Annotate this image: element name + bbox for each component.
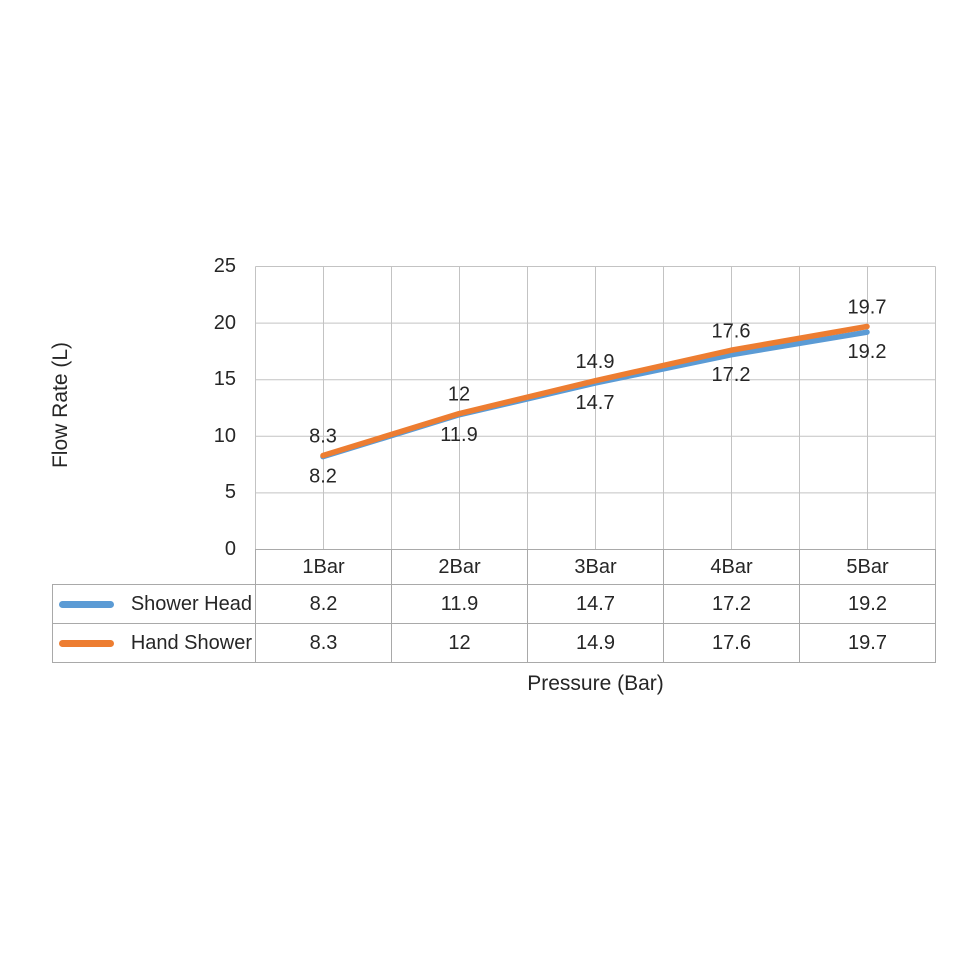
data-label-hand-shower: 14.9 [576, 351, 615, 373]
legend-label: Shower Head [130, 592, 252, 615]
series-line-hand-shower [320, 323, 870, 459]
table-corner-blank [53, 550, 256, 585]
data-label-shower-head: 8.2 [309, 466, 337, 488]
y-tick-label: 0 [224, 538, 236, 560]
data-table: 1Bar 2Bar 3Bar 4Bar 5Bar Shower Head 8.2 11.9 14… [52, 549, 936, 663]
legend-label: Hand Shower [130, 631, 252, 654]
category-cell: 1Bar [255, 549, 392, 585]
x-axis-title: Pressure (Bar) [527, 672, 664, 695]
data-label-hand-shower: 17.6 [712, 320, 751, 342]
y-axis-title: Flow Rate (L) [49, 341, 72, 469]
data-label-shower-head: 11.9 [440, 424, 477, 446]
category-cell: 4Bar [663, 549, 800, 585]
y-tick-label: 20 [213, 311, 236, 334]
y-tick-label: 25 [213, 255, 236, 277]
data-label-shower-head: 17.2 [712, 364, 751, 386]
value-cell: 14.9 [527, 623, 664, 663]
data-label-hand-shower: 12 [448, 384, 470, 406]
value-cell: 8.3 [255, 623, 392, 663]
value-cell: 17.6 [663, 623, 800, 663]
value-cell: 17.2 [663, 584, 800, 624]
data-label-shower-head: 14.7 [576, 392, 615, 414]
plot-area: 8.2 11.9 14.7 17.2 19.2 8.3 12 14.9 17.6 19.7 [255, 266, 936, 550]
data-label-hand-shower: 19.7 [848, 296, 887, 318]
y-tick-label: 5 [224, 481, 236, 504]
category-cell: 3Bar [527, 549, 664, 585]
value-cell: 19.2 [799, 584, 936, 624]
legend-cell-hand-shower: Hand Shower [52, 623, 256, 663]
value-cell: 14.7 [527, 584, 664, 624]
value-cell: 12 [391, 623, 528, 663]
data-label-shower-head: 19.2 [848, 341, 887, 363]
value-cell: 19.7 [799, 623, 936, 663]
legend-cell-shower-head: Shower Head [52, 584, 256, 624]
y-tick-label: 15 [213, 368, 236, 391]
value-cell: 8.2 [255, 584, 392, 624]
gridlines [255, 266, 936, 550]
category-cell: 2Bar [391, 549, 528, 585]
data-label-hand-shower: 8.3 [309, 426, 337, 448]
category-cell: 5Bar [799, 549, 936, 585]
legend-swatch-hand-shower [59, 639, 114, 647]
legend-swatch-shower-head [59, 600, 114, 608]
y-tick-label: 10 [213, 424, 236, 447]
value-cell: 11.9 [391, 584, 528, 624]
